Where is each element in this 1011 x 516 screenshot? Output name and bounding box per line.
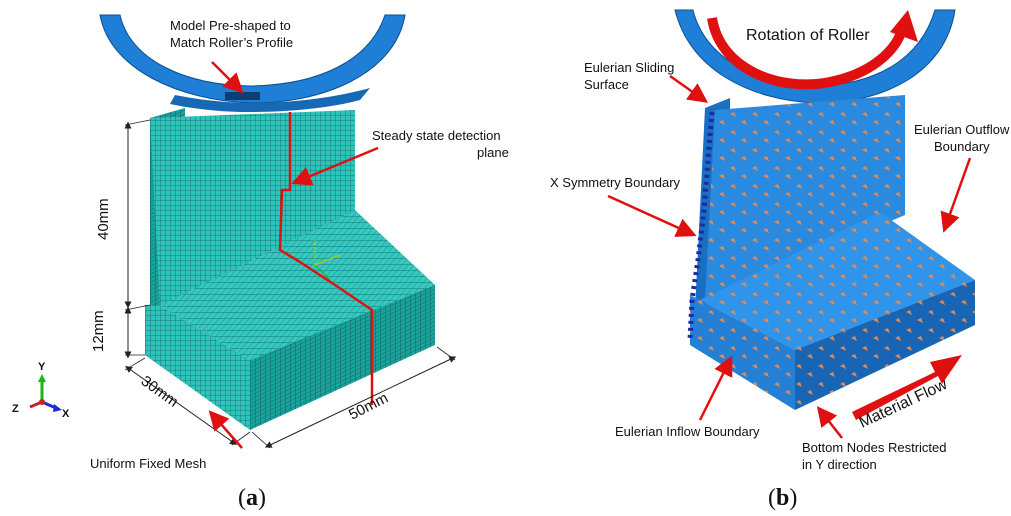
arrow-steady: [291, 146, 379, 186]
node-arrows-wall: [705, 95, 905, 300]
arrow-outflow: [940, 157, 972, 233]
rotation-arrow: [707, 16, 907, 90]
wall-front-face: [150, 110, 355, 305]
label-steady-2: plane: [477, 145, 509, 160]
arrow-bottom: [816, 406, 843, 439]
node-arrows-left: [690, 295, 795, 410]
label-bottom-1: Bottom Nodes Restricted: [802, 440, 947, 455]
axis-triad: Y Z X: [12, 361, 70, 420]
triad-y: Y: [38, 361, 46, 373]
dimension-40mm: 40mm: [95, 119, 151, 311]
panel-b: Rotation of Roller Eulerian Sliding Surf…: [550, 9, 1010, 511]
label-sliding-2: Surface: [584, 77, 629, 92]
roller-a-rim: [170, 88, 370, 112]
arrow-sliding: [669, 74, 709, 103]
label-mesh: Uniform Fixed Mesh: [90, 456, 206, 471]
node-arrows-top: [700, 212, 975, 350]
triad-x: X: [62, 408, 70, 420]
steady-state-plane-line: [278, 112, 374, 405]
dim-12mm-label: 12mm: [90, 310, 107, 352]
arrow-preshaped: [211, 61, 244, 94]
panel-a: 40mm 12mm 30mm 50mm Model Pre-shaped to …: [12, 14, 509, 511]
label-steady-1: Steady state detection: [372, 128, 501, 143]
dimension-12mm: 12mm: [90, 306, 145, 359]
label-xsym: X Symmetry Boundary: [550, 175, 681, 190]
label-sliding-1: Eulerian Sliding: [584, 60, 674, 75]
caption-b: (b): [768, 485, 797, 511]
arrow-mesh: [208, 410, 243, 449]
dim-50mm-label: 50mm: [346, 389, 391, 423]
arrow-xsym: [607, 194, 697, 237]
label-inflow: Eulerian Inflow Boundary: [615, 424, 760, 439]
dim-30mm-label: 30mm: [138, 372, 182, 410]
roller-a: [99, 14, 406, 104]
local-axes-glyph: [314, 240, 341, 281]
title-rotation: Rotation of Roller: [746, 27, 870, 44]
base-top-face: [160, 210, 435, 360]
material-flow-arrow: [852, 355, 962, 420]
caption-a: (a): [238, 485, 266, 511]
dim-40mm-label: 40mm: [95, 198, 112, 240]
label-outflow-1: Eulerian Outflow: [914, 122, 1010, 137]
label-bottom-2: in Y direction: [802, 457, 877, 472]
label-preshaped-1: Model Pre-shaped to: [170, 18, 291, 33]
preshaped-mesh-patch: [225, 92, 260, 100]
rotation-arrow-head: [890, 10, 918, 42]
arrow-inflow: [698, 355, 733, 421]
label-outflow-2: Boundary: [934, 139, 990, 154]
label-preshaped-2: Match Roller’s Profile: [170, 35, 293, 50]
triad-z: Z: [12, 403, 19, 415]
node-arrows-right: [795, 280, 975, 410]
